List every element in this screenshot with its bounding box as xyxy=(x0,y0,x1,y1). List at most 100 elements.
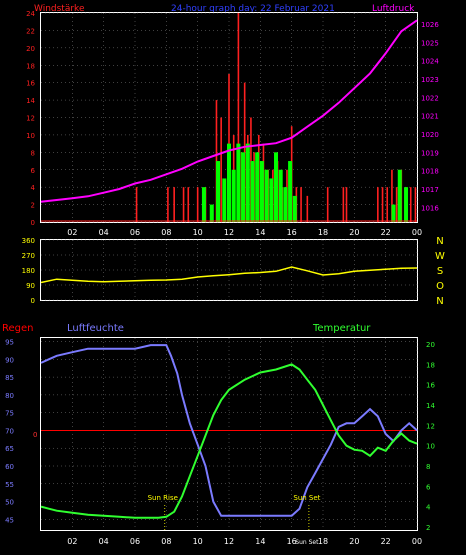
gust-bar xyxy=(278,169,283,222)
gust-bar xyxy=(241,152,246,222)
wind-tick-label: 10 xyxy=(26,132,35,140)
x-tick-label: 18 xyxy=(318,537,328,546)
wind-bar xyxy=(342,187,345,222)
x-tick-label: 16 xyxy=(287,537,297,546)
x-tick-label: 00 xyxy=(412,537,422,546)
wind-bar xyxy=(414,187,417,222)
wind-bar xyxy=(377,187,379,222)
gust-bar xyxy=(264,169,269,222)
gust-bar xyxy=(274,152,278,222)
wind-tick-label: 2 xyxy=(31,202,35,210)
gust-bar xyxy=(288,161,293,222)
wind-tick-label: 12 xyxy=(26,115,35,123)
gust-bar xyxy=(292,195,297,222)
marks-layer xyxy=(40,13,418,530)
temperature-tick-label: 12 xyxy=(426,422,435,430)
wind-tick-label: 18 xyxy=(26,62,35,70)
pressure-tick-label: 1021 xyxy=(421,113,439,121)
wind-bar xyxy=(395,187,398,222)
graph-title: 24-hour graph day: 22 Februar 2021 xyxy=(171,4,335,14)
wind-tick-label: 6 xyxy=(31,167,36,175)
humidity-tick-label: 50 xyxy=(5,499,14,507)
humidity-tick-label: 70 xyxy=(5,427,14,435)
x-tick-label: 04 xyxy=(99,537,109,546)
x-tick-label: 10 xyxy=(193,228,203,237)
temperature-tick-label: 18 xyxy=(426,361,435,369)
x-tick-label: 16 xyxy=(287,228,297,237)
x-tick-label: 14 xyxy=(255,228,265,237)
wind-bar xyxy=(409,187,412,222)
wind-tick-label: 20 xyxy=(26,45,35,53)
wind-bar xyxy=(306,195,309,222)
temperature-tick-label: 14 xyxy=(426,402,435,410)
wind-bar xyxy=(196,187,199,222)
temperature-tick-label: 6 xyxy=(426,483,431,491)
axes-layer: 02 04 06 08 10 12 14 16 18 20 22 000246810121416182… xyxy=(5,10,445,546)
humidity-tick-label: 65 xyxy=(5,445,14,453)
humidity-temperature-panel xyxy=(40,337,418,531)
wind-tick-label: 24 xyxy=(26,10,35,18)
gust-bar xyxy=(391,204,396,222)
wind-tick-label: 0 xyxy=(31,219,35,227)
gust-bar xyxy=(259,161,264,222)
direction-tick-label: 0 xyxy=(31,297,35,305)
temperature-line xyxy=(40,363,418,519)
pressure-tick-label: 1019 xyxy=(421,149,439,157)
gust-bar xyxy=(397,169,402,222)
x-tick-label: 04 xyxy=(99,228,109,237)
humidity-tick-label: 90 xyxy=(5,356,14,364)
wind-bar xyxy=(220,117,222,222)
wind-bar xyxy=(391,169,393,222)
rain-label: Regen xyxy=(2,323,34,334)
pressure-line xyxy=(40,19,418,203)
gust-bar xyxy=(222,178,227,222)
wind-bar xyxy=(173,187,175,222)
gust-bar xyxy=(250,161,255,222)
x-tick-label: 08 xyxy=(161,537,171,546)
humidity-tick-label: 95 xyxy=(5,339,14,347)
compass-label: N xyxy=(436,296,443,307)
direction-tick-label: 360 xyxy=(22,237,35,245)
pressure-tick-label: 1026 xyxy=(421,21,439,29)
rain-zero-marker: 0 xyxy=(33,431,37,439)
humidity-tick-label: 45 xyxy=(5,516,14,524)
direction-tick-label: 270 xyxy=(22,252,35,260)
x-tick-label: 22 xyxy=(381,228,391,237)
sun-rise-label: Sun Rise xyxy=(148,494,178,502)
x-tick-label: 18 xyxy=(318,228,328,237)
gust-bar xyxy=(245,143,250,222)
x-tick-label: 08 xyxy=(161,228,171,237)
humidity-label: Luftfeuchte xyxy=(67,323,124,334)
gust-bar xyxy=(255,152,260,222)
compass-label: S xyxy=(437,266,443,277)
gust-bar xyxy=(404,187,409,222)
pressure-tick-label: 1025 xyxy=(421,39,439,47)
x-tick-label: 02 xyxy=(67,537,77,546)
sun-set-label: Sun Set xyxy=(293,494,320,502)
wind-tick-label: 22 xyxy=(26,27,35,35)
wind-bar xyxy=(326,187,329,222)
wind-bar xyxy=(182,187,185,222)
gust-bar xyxy=(236,143,241,222)
x-tick-label: 06 xyxy=(130,228,140,237)
wind-tick-label: 4 xyxy=(31,184,36,192)
wind-tick-label: 16 xyxy=(26,80,35,88)
x-tick-label: 22 xyxy=(381,537,391,546)
direction-tick-label: 90 xyxy=(26,282,35,290)
x-tick-label: 20 xyxy=(349,228,359,237)
pressure-tick-label: 1022 xyxy=(421,94,439,102)
x-tick-label: 20 xyxy=(349,537,359,546)
wind-bar xyxy=(237,13,240,222)
wind-bar xyxy=(345,187,348,222)
compass-label: W xyxy=(435,251,445,262)
direction-tick-label: 180 xyxy=(22,267,35,275)
temperature-tick-label: 2 xyxy=(426,524,430,532)
pressure-tick-label: 1016 xyxy=(421,204,439,212)
gust-bar xyxy=(227,143,231,222)
pressure-tick-label: 1018 xyxy=(421,168,439,176)
wind-direction-panel xyxy=(40,239,418,301)
humidity-tick-label: 75 xyxy=(5,410,14,418)
wind-pressure-panel xyxy=(40,12,418,223)
compass-label: N xyxy=(436,236,443,247)
